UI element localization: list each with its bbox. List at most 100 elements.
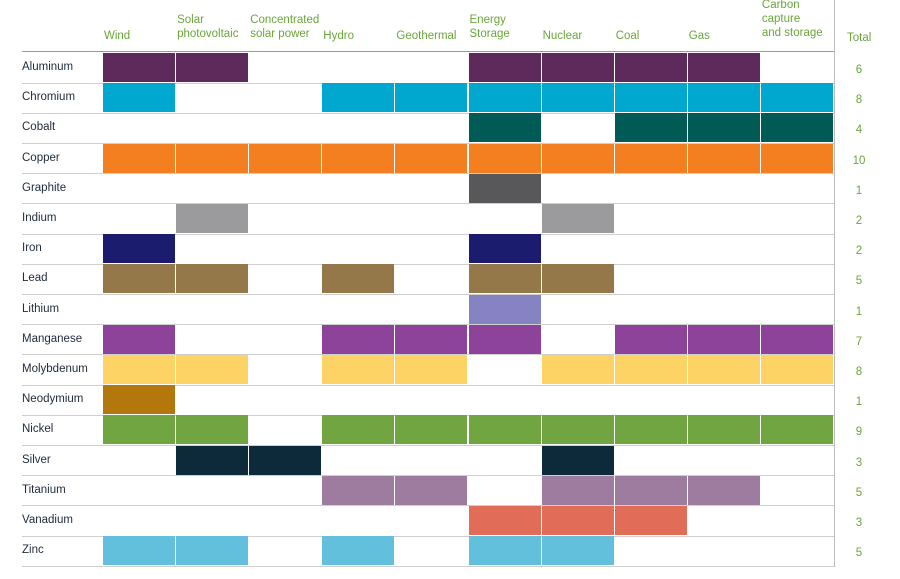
matrix-cell bbox=[395, 355, 468, 384]
row-total: 4 bbox=[855, 124, 863, 137]
row-separator bbox=[22, 505, 834, 507]
matrix-cell bbox=[322, 264, 395, 294]
matrix-cell bbox=[614, 113, 687, 143]
matrix-cell bbox=[614, 83, 687, 113]
matrix-cell bbox=[176, 445, 249, 475]
total-header: Total bbox=[847, 32, 872, 44]
matrix-cell bbox=[176, 536, 249, 566]
matrix-cell bbox=[176, 143, 249, 173]
matrix-cell bbox=[541, 536, 614, 566]
matrix-cell bbox=[176, 355, 249, 384]
row-label: Molybdenum bbox=[22, 363, 88, 375]
row-separator bbox=[22, 293, 834, 295]
matrix-cell bbox=[541, 264, 614, 294]
row-label: Lead bbox=[22, 272, 48, 285]
matrix-cell bbox=[468, 234, 541, 264]
matrix-cell bbox=[468, 173, 541, 203]
row-total: 7 bbox=[855, 335, 863, 348]
matrix-cell bbox=[468, 506, 541, 535]
column-header: Solar photovoltaic bbox=[177, 14, 239, 40]
row-label: Zinc bbox=[22, 544, 44, 557]
matrix-cell bbox=[176, 53, 249, 82]
row-total: 6 bbox=[855, 64, 863, 76]
row-separator bbox=[22, 112, 834, 114]
matrix-cell bbox=[614, 415, 687, 445]
matrix-cell bbox=[687, 143, 760, 173]
matrix-cell bbox=[468, 264, 541, 294]
row-total: 3 bbox=[855, 517, 863, 529]
row-separator bbox=[22, 324, 834, 326]
column-header: Concentrated solar power bbox=[250, 14, 320, 40]
row-total: 1 bbox=[855, 305, 863, 318]
row-total: 5 bbox=[855, 486, 863, 499]
matrix-cell bbox=[614, 475, 687, 505]
row-label: Copper bbox=[22, 151, 60, 164]
column-header: Wind bbox=[104, 29, 131, 42]
row-label: Iron bbox=[22, 242, 42, 255]
row-label: Cobalt bbox=[22, 121, 56, 134]
row-total: 5 bbox=[855, 275, 863, 288]
matrix-cell bbox=[541, 355, 614, 384]
row-separator bbox=[22, 142, 834, 144]
matrix-cell bbox=[760, 113, 833, 143]
matrix-cell bbox=[468, 53, 541, 82]
row-total: 10 bbox=[852, 154, 866, 167]
matrix-cell bbox=[103, 324, 176, 354]
row-label: Manganese bbox=[22, 332, 83, 345]
matrix-cell bbox=[322, 415, 395, 445]
row-total: 8 bbox=[855, 94, 863, 107]
row-total: 1 bbox=[855, 184, 863, 197]
row-total: 9 bbox=[855, 426, 863, 439]
column-header: Coal bbox=[615, 29, 640, 42]
row-label: Vanadium bbox=[22, 514, 73, 526]
row-separator bbox=[22, 535, 834, 537]
matrix-cell bbox=[687, 324, 760, 354]
row-total: 8 bbox=[855, 366, 863, 378]
matrix-cell bbox=[541, 445, 614, 475]
matrix-cell bbox=[103, 355, 176, 384]
matrix-cell bbox=[687, 83, 760, 113]
row-separator bbox=[22, 444, 834, 446]
row-separator bbox=[22, 233, 834, 235]
matrix-cell bbox=[322, 83, 395, 113]
matrix-cell bbox=[103, 385, 176, 415]
row-separator bbox=[22, 565, 834, 567]
matrix-cell bbox=[468, 536, 541, 566]
matrix-cell bbox=[468, 143, 541, 173]
row-total: 5 bbox=[855, 547, 863, 560]
matrix-cell bbox=[541, 506, 614, 535]
column-header: Carbon capture and storage bbox=[761, 0, 823, 39]
matrix-cell bbox=[687, 53, 760, 82]
matrix-cell bbox=[103, 264, 176, 294]
total-divider bbox=[834, 0, 835, 567]
matrix-cell bbox=[395, 83, 468, 113]
matrix-cell bbox=[760, 415, 833, 445]
matrix-cell bbox=[395, 475, 468, 505]
column-header: Gas bbox=[688, 29, 710, 42]
matrix-cell bbox=[760, 83, 833, 113]
matrix-cell bbox=[687, 475, 760, 505]
column-header: Geothermal bbox=[396, 29, 457, 42]
row-label: Chromium bbox=[22, 91, 76, 104]
row-separator bbox=[22, 354, 834, 356]
row-separator bbox=[22, 203, 834, 205]
row-separator bbox=[22, 384, 834, 386]
matrix-cell bbox=[395, 415, 468, 445]
matrix-cell bbox=[760, 324, 833, 354]
matrix-cell bbox=[614, 324, 687, 354]
matrix-cell bbox=[541, 204, 614, 233]
matrix-cell bbox=[541, 53, 614, 82]
row-separator bbox=[22, 414, 834, 416]
matrix-cell bbox=[541, 475, 614, 505]
row-total: 2 bbox=[855, 245, 863, 258]
matrix-cell bbox=[614, 53, 687, 82]
row-label: Indium bbox=[22, 212, 57, 224]
matrix-cell bbox=[541, 143, 614, 173]
matrix-cell bbox=[322, 143, 395, 173]
matrix-cell bbox=[176, 264, 249, 294]
row-label: Neodymium bbox=[22, 393, 84, 406]
matrix-cell bbox=[468, 113, 541, 143]
row-label: Lithium bbox=[22, 302, 60, 315]
matrix-cell bbox=[176, 204, 249, 233]
matrix-cell bbox=[760, 355, 833, 384]
